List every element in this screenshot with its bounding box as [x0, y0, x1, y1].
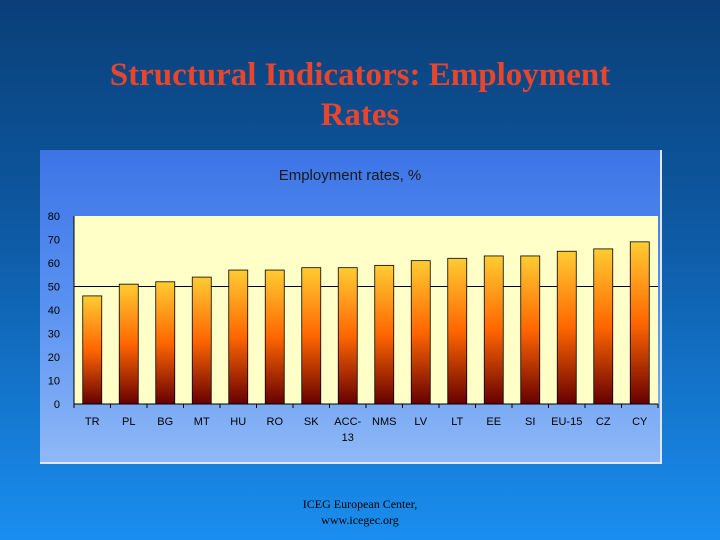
bar-bg — [155, 281, 176, 405]
x-tick-label: LT — [451, 416, 463, 428]
bar-sk — [301, 267, 322, 405]
slide-title: Structural Indicators: Employment Rates — [40, 55, 680, 135]
bar-ro — [264, 269, 285, 405]
slide-title-line-2: Rates — [320, 97, 400, 133]
chart-panel: Employment rates, % 0 10 20 30 40 50 60 70 80 TR P… — [40, 150, 662, 464]
bar-cz — [593, 248, 614, 405]
footer: ICEG European Center, www.icegec.org — [260, 496, 460, 528]
y-tick-label: 20 — [48, 352, 60, 364]
chart-title: Employment rates, % — [279, 167, 422, 184]
footer-url: www.icegec.org — [321, 513, 399, 527]
x-tick-label: RO — [267, 416, 284, 428]
bar-hu — [228, 269, 249, 405]
x-tick-label: CZ — [596, 416, 611, 428]
y-tick-label: 50 — [48, 282, 60, 294]
x-tick-label: NMS — [372, 416, 396, 428]
y-tick-label: 70 — [48, 235, 60, 247]
x-tick-label: MT — [194, 416, 210, 428]
bar-eu-15 — [556, 250, 577, 405]
y-tick-label: 30 — [48, 329, 60, 341]
slide-title-line-1: Structural Indicators: Employment — [109, 57, 611, 93]
x-tick-label: EE — [486, 416, 501, 428]
x-tick-label: TR — [85, 416, 100, 428]
bar-lt — [447, 257, 468, 405]
y-tick-label: 10 — [48, 376, 60, 388]
footer-organization: ICEG European Center, — [302, 497, 418, 511]
bar-tr — [82, 295, 103, 405]
y-tick-label: 0 — [54, 399, 60, 411]
y-tick-label: 60 — [48, 258, 60, 270]
y-tick-label: 80 — [48, 211, 60, 223]
employment-rates-chart: Employment rates, % 0 10 20 30 40 50 60 70 80 TR P… — [48, 167, 659, 444]
bar-mt — [191, 276, 212, 405]
bar-cy — [629, 241, 650, 405]
y-tick-label: 40 — [48, 305, 60, 317]
bar-acc-13 — [337, 267, 358, 405]
x-tick-label: LV — [414, 416, 427, 428]
x-tick-label: EU-15 — [551, 416, 582, 428]
bar-pl — [118, 283, 139, 405]
x-tick-label: BG — [157, 416, 173, 428]
bar-ee — [483, 255, 504, 405]
x-tick-label: ACC-13 — [334, 416, 361, 444]
x-tick-label: PL — [122, 416, 135, 428]
bar-si — [520, 255, 541, 405]
x-tick-label: SK — [304, 416, 319, 428]
x-tick-label: CY — [632, 416, 648, 428]
bar-lv — [410, 260, 431, 405]
x-tick-label: SI — [525, 416, 535, 428]
bar-nms — [374, 264, 395, 405]
x-tick-label: HU — [230, 416, 246, 428]
